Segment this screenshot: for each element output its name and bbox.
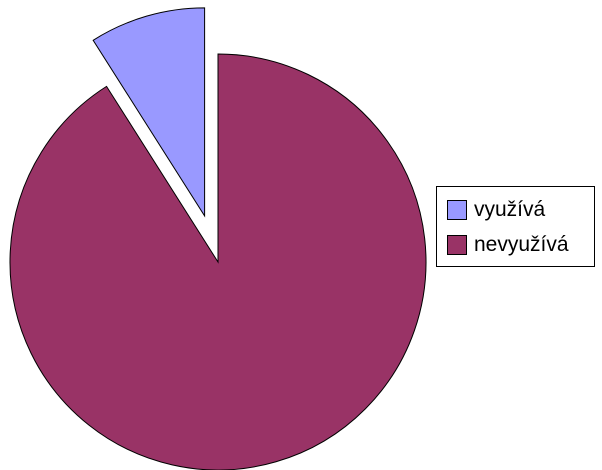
legend-swatch-vyuziva	[447, 200, 467, 220]
legend-item-nevyuziva: nevyužívá	[447, 234, 569, 256]
pie-slice-1	[9, 53, 427, 470]
legend-swatch-nevyuziva	[447, 235, 467, 255]
legend-label-vyuziva: využívá	[474, 198, 546, 221]
pie-slice-0	[92, 7, 206, 218]
legend-label-nevyuziva: nevyužívá	[474, 233, 569, 256]
legend: využívá nevyužívá	[436, 186, 595, 267]
legend-item-vyuziva: využívá	[447, 199, 545, 221]
